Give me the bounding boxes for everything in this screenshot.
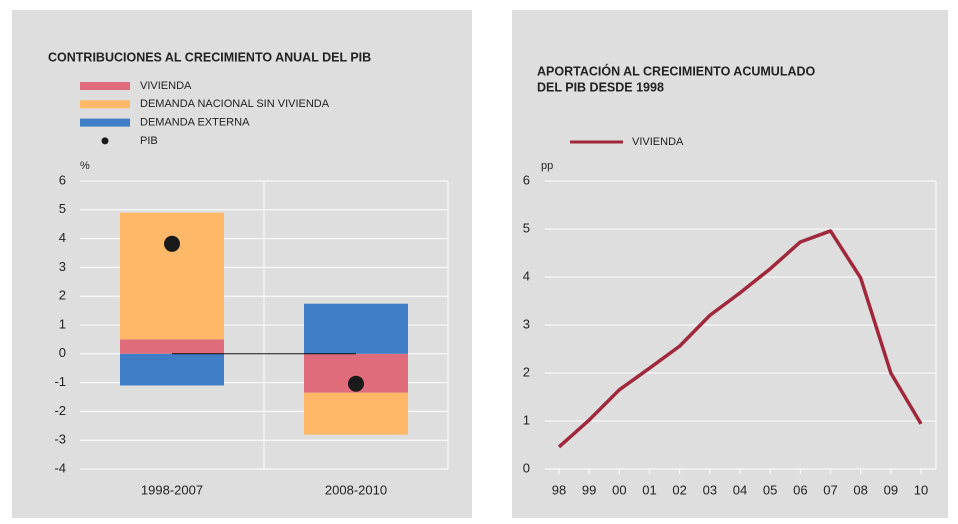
- x-tick-label: 98: [552, 482, 566, 497]
- x-tick-label: 09: [884, 482, 898, 497]
- y-tick-label: 1: [59, 316, 66, 331]
- legend-dot: [101, 137, 109, 145]
- y-tick-label: 4: [59, 230, 66, 245]
- chart-title: DEL PIB DESDE 1998: [537, 80, 664, 94]
- y-tick-label: 0: [59, 345, 66, 360]
- x-tick-label: 02: [672, 482, 686, 497]
- y-tick-label: -3: [54, 432, 66, 447]
- chart-title: APORTACIÓN AL CRECIMIENTO ACUMULADO: [537, 63, 816, 78]
- x-tick-label: 1998-2007: [141, 482, 203, 497]
- y-tick-label: 6: [59, 172, 66, 187]
- legend-swatch: [80, 100, 130, 109]
- panel: [512, 10, 948, 518]
- x-tick-label: 03: [703, 482, 717, 497]
- y-axis-label: pp: [541, 160, 553, 172]
- y-tick-label: -1: [54, 374, 66, 389]
- legend-swatch: [80, 118, 130, 127]
- x-tick-label: 05: [763, 482, 777, 497]
- legend-label: VIVIENDA: [632, 136, 684, 148]
- legend-label: DEMANDA EXTERNA: [140, 117, 250, 129]
- bar-segment: [120, 212, 224, 340]
- legend-label: PIB: [140, 135, 158, 147]
- x-tick-label: 08: [853, 482, 867, 497]
- x-tick-label: 01: [642, 482, 656, 497]
- y-tick-label: 1: [523, 412, 530, 427]
- y-tick-label: 5: [523, 220, 530, 235]
- x-tick-label: 06: [793, 482, 807, 497]
- bar-segment: [304, 392, 408, 435]
- y-tick-label: 0: [523, 460, 530, 475]
- y-tick-label: 4: [523, 268, 530, 283]
- legend-swatch: [80, 82, 130, 90]
- chart-title: CONTRIBUCIONES AL CRECIMIENTO ANUAL DEL …: [48, 50, 371, 64]
- y-tick-label: 5: [59, 201, 66, 216]
- x-tick-label: 07: [823, 482, 837, 497]
- x-tick-label: 04: [733, 482, 747, 497]
- bar-segment: [120, 339, 224, 354]
- bar-segment: [304, 303, 408, 354]
- y-tick-label: 6: [523, 172, 530, 187]
- x-tick-label: 99: [582, 482, 596, 497]
- data-line: [557, 229, 923, 449]
- y-tick-label: 3: [523, 316, 530, 331]
- legend-label: DEMANDA NACIONAL SIN VIVIENDA: [140, 98, 330, 110]
- y-tick-label: 2: [59, 288, 66, 303]
- y-tick-label: 3: [59, 259, 66, 274]
- y-tick-label: -4: [54, 460, 66, 475]
- bar-segment: [120, 353, 224, 386]
- x-tick-label: 00: [612, 482, 626, 497]
- x-tick-label: 10: [914, 482, 928, 497]
- pib-dot: [164, 235, 180, 252]
- y-tick-label: 2: [523, 364, 530, 379]
- x-tick-label: 2008-2010: [325, 482, 387, 497]
- legend-label: VIVIENDA: [140, 80, 192, 92]
- y-axis-label: %: [80, 160, 90, 172]
- pib-dot: [348, 375, 364, 392]
- y-tick-label: -2: [54, 403, 66, 418]
